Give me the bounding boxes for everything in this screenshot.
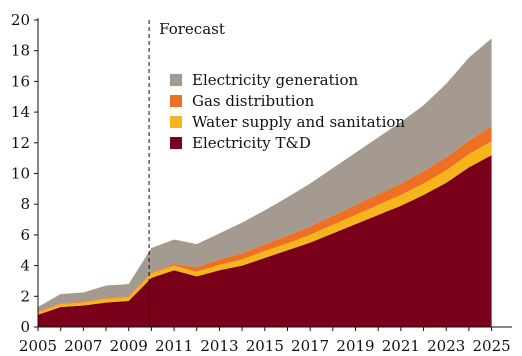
x-tick-label: 2025 — [472, 337, 510, 355]
legend-label-gas-distribution: Gas distribution — [192, 92, 315, 110]
area-electricity-tandd — [38, 155, 492, 327]
legend-swatch-gas-distribution — [170, 95, 182, 107]
x-tick-label: 2013 — [200, 337, 238, 355]
y-tick-label: 12 — [11, 134, 30, 152]
y-tick-label: 18 — [11, 42, 30, 60]
x-tick-label: 2015 — [246, 337, 284, 355]
forecast-label: Forecast — [159, 20, 225, 38]
y-tick-label: 16 — [11, 72, 30, 90]
y-tick-label: 10 — [11, 165, 30, 183]
x-tick-label: 2019 — [336, 337, 374, 355]
x-tick-label: 2009 — [110, 337, 148, 355]
axes-layer: 0 2 4 6 8 10 12 14 16 18 20 2005 2007 2009 2011 2013 201… — [11, 11, 512, 355]
y-tick-label: 20 — [11, 11, 30, 29]
legend-swatch-electricity-generation — [170, 74, 182, 86]
areas-layer — [38, 38, 492, 327]
x-tick-label: 2007 — [64, 337, 102, 355]
y-tick-label: 0 — [20, 318, 30, 336]
legend-label-water-supply-and-sanitation: Water supply and sanitation — [192, 113, 405, 131]
y-tick-label: 6 — [20, 226, 30, 244]
y-tick-label: 2 — [20, 287, 30, 305]
legend: Electricity generation Gas distribution Wa… — [170, 71, 405, 152]
legend-swatch-electricity-tandd — [170, 137, 182, 149]
x-tick-label: 2021 — [382, 337, 420, 355]
legend-label-electricity-generation: Electricity generation — [192, 71, 358, 89]
x-tick-label: 2005 — [19, 337, 57, 355]
y-tick-label: 8 — [20, 195, 30, 213]
area-electricity-generation — [38, 38, 492, 312]
legend-label-electricity-tandd: Electricity T&D — [192, 134, 311, 152]
legend-swatch-water-supply-and-sanitation — [170, 116, 182, 128]
x-tick-label: 2023 — [427, 337, 465, 355]
y-tick-label: 14 — [11, 103, 30, 121]
y-tick-label: 4 — [20, 257, 30, 275]
x-tick-label: 2017 — [291, 337, 329, 355]
x-tick-label: 2011 — [155, 337, 193, 355]
